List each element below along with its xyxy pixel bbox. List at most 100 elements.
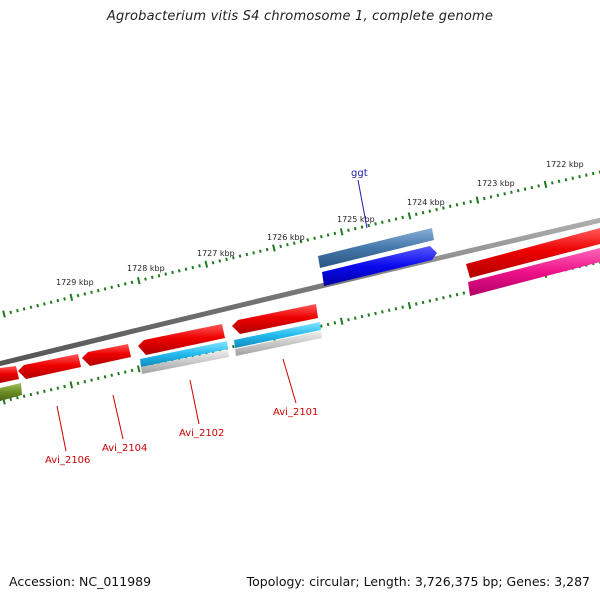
outer-ruler-tick <box>523 187 527 191</box>
inner-ruler-tick <box>442 296 445 300</box>
feature-cyan-2102[interactable] <box>140 341 228 367</box>
outer-ruler-tick <box>306 238 310 242</box>
outer-ruler-tick <box>313 236 316 240</box>
outer-ruler-tick <box>333 231 337 236</box>
outer-ruler-tick <box>36 303 39 308</box>
outer-ruler-tick <box>184 267 188 271</box>
outer-ruler-tick <box>150 275 154 280</box>
inner-ruler-tick <box>462 291 466 295</box>
outer-ruler-tick <box>339 228 344 236</box>
outer-ruler-tick <box>272 244 276 252</box>
gene-arrow-right-top[interactable] <box>466 228 600 278</box>
gene-avi-2101[interactable] <box>232 304 318 334</box>
outer-ruler-tick <box>381 220 384 224</box>
outer-ruler-tick <box>353 226 357 231</box>
ruler-label-1728: 1728 kbp <box>127 264 165 273</box>
gene-ggt[interactable] <box>318 228 434 268</box>
outer-ruler-tick <box>9 310 13 315</box>
outer-ruler-tick <box>110 285 114 289</box>
outer-ruler-tick <box>564 178 568 182</box>
ruler-label-1722: 1722 kbp <box>546 160 584 169</box>
inner-ruler-tick <box>387 308 391 312</box>
gene-label-avi-2106[interactable]: Avi_2106 <box>45 455 90 466</box>
inner-ruler-tick <box>374 311 377 316</box>
inner-ruler-tick <box>9 397 13 402</box>
outer-ruler-tick <box>136 277 141 285</box>
outer-ruler-tick <box>394 217 398 221</box>
gene-left-edge-red[interactable] <box>0 366 19 383</box>
inner-ruler-tick <box>333 321 337 325</box>
inner-ruler-tick <box>123 370 127 374</box>
inner-ruler-tick <box>339 317 344 325</box>
inner-ruler-tick <box>421 300 425 305</box>
outer-ruler-tick <box>537 184 540 188</box>
inner-ruler-tick <box>347 318 350 322</box>
outer-ruler-tick <box>489 195 493 199</box>
page-title: Agrobacterium vitis S4 chromosome 1, com… <box>106 9 494 24</box>
feature-gray-2102[interactable] <box>141 350 229 374</box>
gene-avi-2102[interactable] <box>138 324 225 355</box>
inner-ruler-tick <box>414 302 418 306</box>
feature-cyan-2101[interactable] <box>234 322 321 348</box>
gene-avi-2106[interactable] <box>18 354 81 379</box>
outer-ruler-tick <box>22 307 26 311</box>
ruler-label-1725: 1725 kbp <box>337 215 375 224</box>
outer-ruler-tick <box>238 254 242 258</box>
outer-ruler-tick <box>43 302 46 306</box>
outer-ruler-tick <box>482 196 486 201</box>
inner-ruler-tick <box>117 371 120 376</box>
inner-ruler-tick <box>110 373 114 377</box>
ruler-label-1729: 1729 kbp <box>56 278 94 287</box>
outer-ruler-tick <box>367 223 371 228</box>
inner-ruler-tick <box>16 396 19 400</box>
inner-ruler-tick <box>22 394 26 398</box>
outer-ruler-tick <box>279 244 282 249</box>
outer-ruler-tick <box>56 298 60 303</box>
outer-ruler-tick <box>265 247 269 252</box>
outer-ruler-tick <box>551 181 554 185</box>
outer-ruler-tick <box>475 196 480 204</box>
outer-ruler-tick <box>225 257 228 262</box>
outer-ruler-tick <box>252 251 255 255</box>
outer-ruler-tick <box>2 310 6 318</box>
outer-ruler-tick <box>421 210 425 215</box>
leader-line-avi-2101 <box>282 358 297 404</box>
inner-ruler-tick <box>326 322 330 327</box>
inner-ruler-tick <box>367 313 371 317</box>
inner-ruler-tick <box>448 294 452 298</box>
outer-ruler-tick <box>462 201 466 205</box>
gene-avi-2104[interactable] <box>82 344 131 366</box>
outer-ruler-tick <box>435 207 438 212</box>
inner-ruler-tick <box>36 391 39 395</box>
topology-summary-text: Topology: circular; Length: 3,726,375 bp… <box>246 574 590 589</box>
outer-ruler-tick <box>374 222 377 226</box>
outer-ruler-tick <box>204 260 209 268</box>
inner-ruler-tick <box>76 381 80 386</box>
outer-ruler-tick <box>591 171 595 176</box>
feature-gray-2101[interactable] <box>235 331 322 356</box>
outer-ruler-tick <box>516 188 520 193</box>
outer-ruler-tick <box>232 256 235 260</box>
gene-blue-arrow[interactable] <box>322 246 437 286</box>
outer-ruler-tick <box>90 290 93 294</box>
gene-left-edge-olive[interactable] <box>0 383 22 401</box>
gene-label-avi-2104[interactable]: Avi_2104 <box>102 443 147 454</box>
inner-ruler-tick <box>96 376 100 381</box>
outer-ruler-tick <box>218 259 222 263</box>
inner-ruler-tick <box>401 305 404 309</box>
outer-ruler-tick <box>191 265 195 270</box>
outer-ruler-tick <box>414 212 418 217</box>
gene-pink-right[interactable] <box>468 248 600 296</box>
gene-label-avi-2101[interactable]: Avi_2101 <box>273 407 318 418</box>
inner-ruler-tick <box>455 292 459 297</box>
gene-label-ggt[interactable]: ggt <box>351 168 368 179</box>
chromosome-backbone <box>0 217 600 367</box>
gene-label-avi-2102[interactable]: Avi_2102 <box>179 428 224 439</box>
outer-ruler-tick <box>585 173 588 177</box>
outer-ruler-tick <box>401 215 404 220</box>
outer-ruler-tick <box>347 228 350 232</box>
outer-ruler-tick <box>292 241 296 245</box>
leader-line-avi-2104 <box>112 394 124 440</box>
